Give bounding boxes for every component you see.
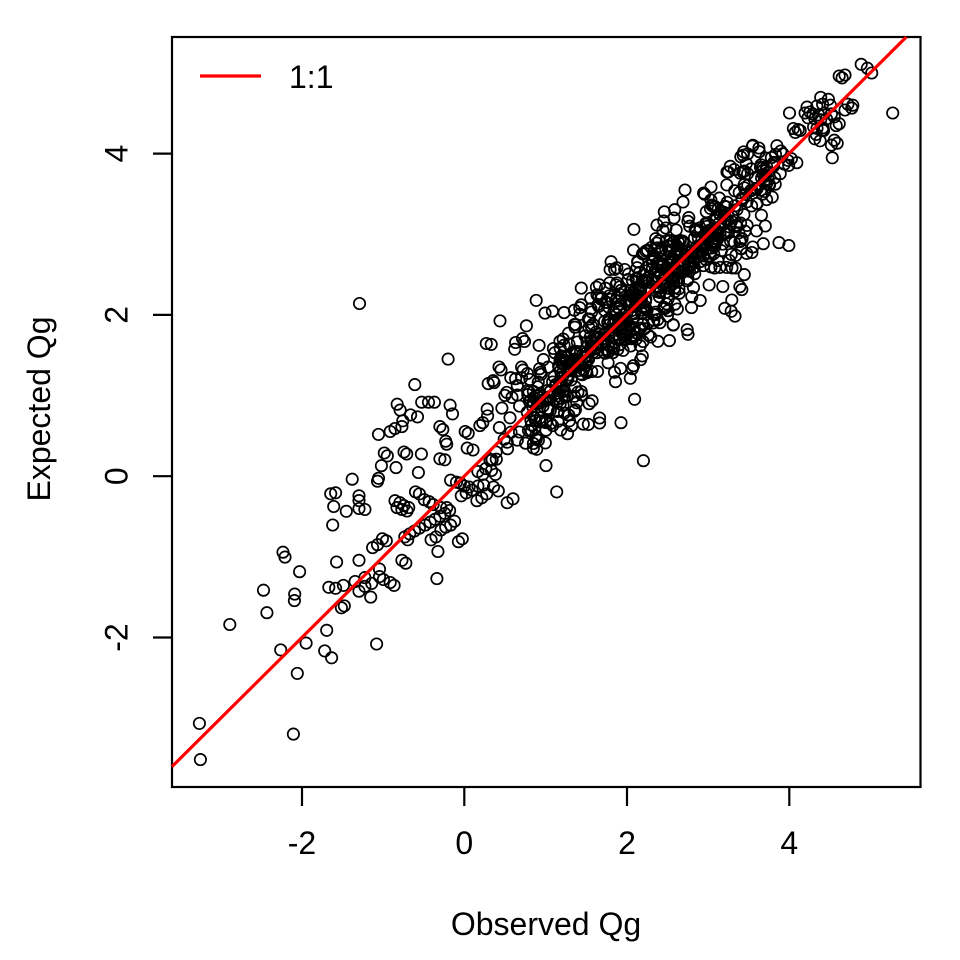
svg-text:4: 4 [99, 145, 135, 163]
svg-text:Observed Qg: Observed Qg [451, 906, 641, 942]
svg-text:2: 2 [618, 825, 636, 861]
svg-text:4: 4 [780, 825, 798, 861]
svg-text:2: 2 [99, 306, 135, 324]
svg-text:0: 0 [455, 825, 473, 861]
svg-text:-2: -2 [99, 623, 135, 651]
svg-text:Expected Qg: Expected Qg [21, 317, 57, 502]
svg-text:1:1: 1:1 [289, 59, 333, 95]
svg-text:-2: -2 [288, 825, 316, 861]
svg-text:0: 0 [99, 467, 135, 485]
